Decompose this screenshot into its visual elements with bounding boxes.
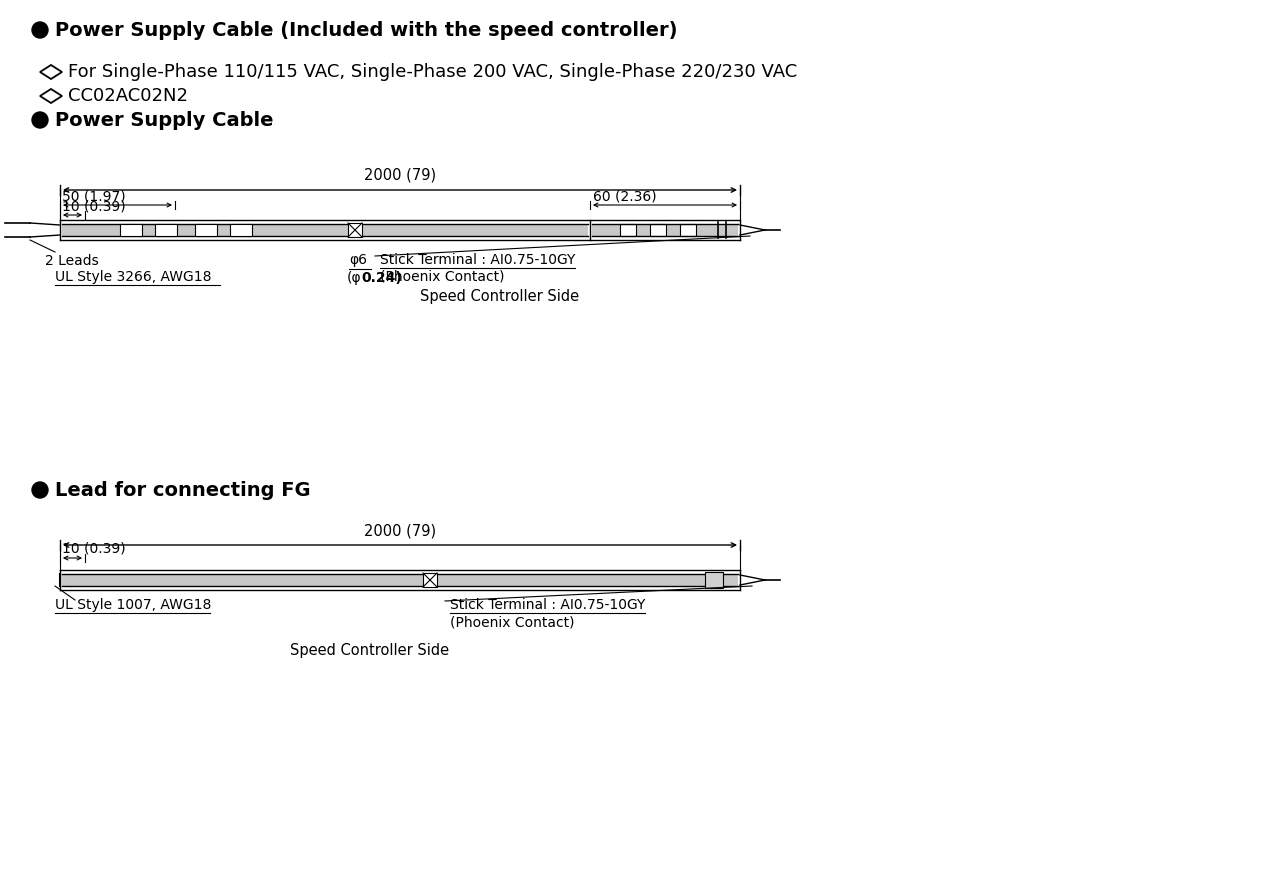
- Text: 50 (1.97): 50 (1.97): [61, 189, 125, 203]
- Bar: [620, 224, 636, 236]
- Bar: [230, 224, 252, 236]
- Text: Lead for connecting FG: Lead for connecting FG: [55, 480, 311, 500]
- Bar: [348, 223, 362, 237]
- Bar: [195, 224, 218, 236]
- Text: Power Supply Cable (Included with the speed controller): Power Supply Cable (Included with the sp…: [55, 20, 677, 40]
- Bar: [705, 572, 723, 588]
- Text: 60 (2.36): 60 (2.36): [593, 189, 657, 203]
- Text: UL Style 1007, AWG18: UL Style 1007, AWG18: [55, 598, 211, 612]
- Text: CC02AC02N2: CC02AC02N2: [68, 87, 188, 105]
- Bar: [422, 573, 436, 587]
- Text: (Phoenix Contact): (Phoenix Contact): [380, 270, 504, 284]
- Text: 2000 (79): 2000 (79): [364, 523, 436, 538]
- Bar: [680, 224, 696, 236]
- Circle shape: [32, 112, 49, 128]
- Circle shape: [32, 22, 49, 38]
- Text: Power Supply Cable: Power Supply Cable: [55, 111, 274, 129]
- Text: 10 (0.39): 10 (0.39): [61, 542, 125, 556]
- Text: Speed Controller Side: Speed Controller Side: [420, 289, 579, 304]
- Text: Speed Controller Side: Speed Controller Side: [291, 643, 449, 658]
- Bar: [155, 224, 177, 236]
- Text: 2 Leads: 2 Leads: [45, 254, 99, 268]
- Bar: [650, 224, 666, 236]
- Text: UL Style 3266, AWG18: UL Style 3266, AWG18: [55, 270, 211, 284]
- Text: 2000 (79): 2000 (79): [364, 168, 436, 183]
- Text: (Phoenix Contact): (Phoenix Contact): [451, 615, 575, 629]
- Text: For Single-Phase 110/115 VAC, Single-Phase 200 VAC, Single-Phase 220/230 VAC: For Single-Phase 110/115 VAC, Single-Pha…: [68, 63, 797, 81]
- Text: 0.24): 0.24): [361, 271, 402, 285]
- Bar: [120, 224, 142, 236]
- Text: (φ: (φ: [347, 271, 362, 285]
- Text: Stick Terminal : AI0.75-10GY: Stick Terminal : AI0.75-10GY: [451, 598, 645, 612]
- Circle shape: [32, 482, 49, 498]
- Text: 10 (0.39): 10 (0.39): [61, 199, 125, 213]
- Text: φ6: φ6: [349, 253, 367, 267]
- Bar: [61, 224, 588, 236]
- Text: Stick Terminal : AI0.75-10GY: Stick Terminal : AI0.75-10GY: [380, 253, 576, 267]
- Bar: [591, 224, 739, 236]
- Bar: [61, 574, 739, 586]
